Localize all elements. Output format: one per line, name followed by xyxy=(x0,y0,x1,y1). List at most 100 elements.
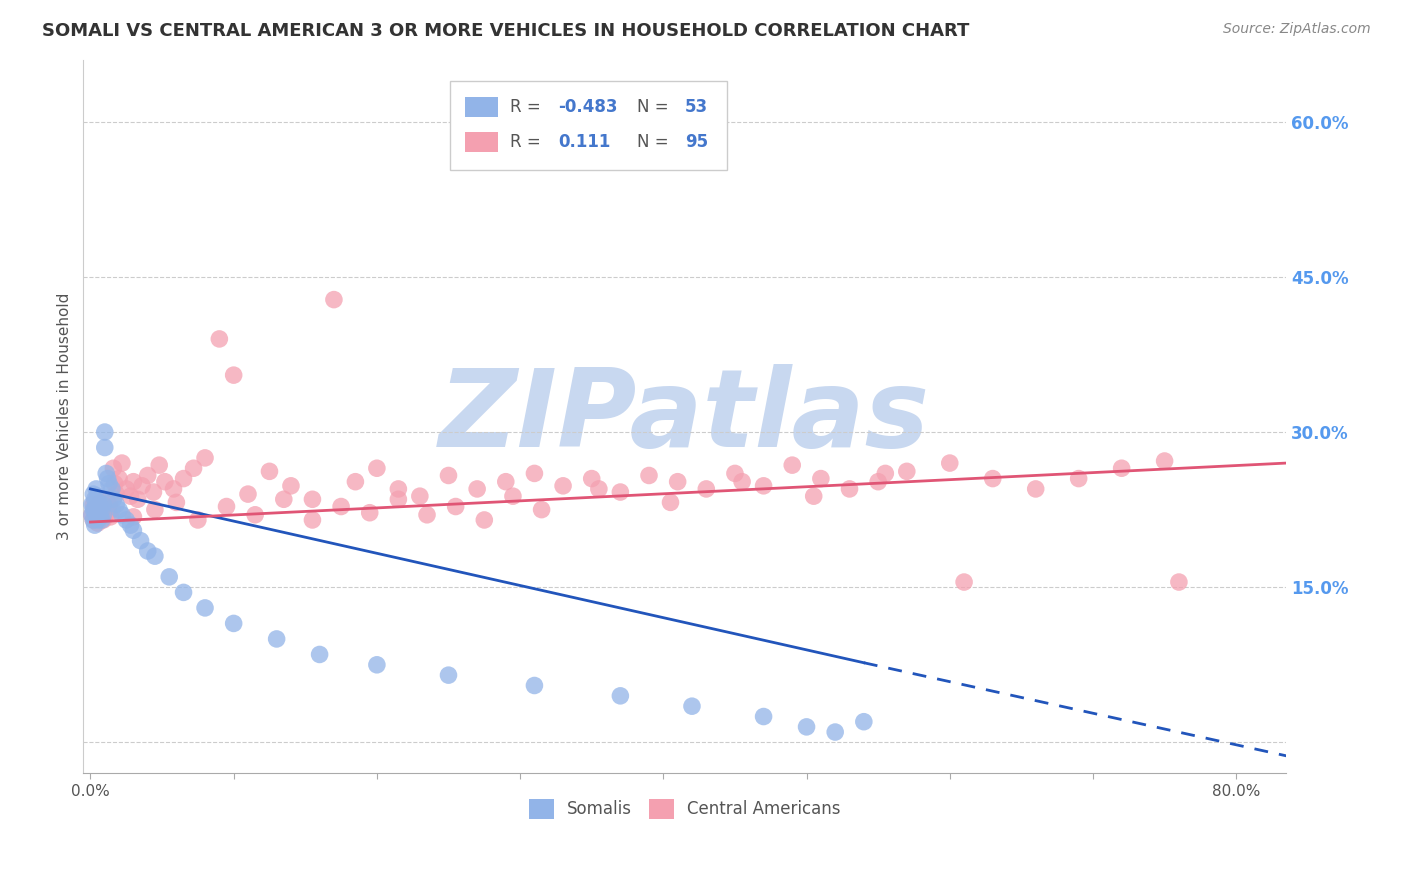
Point xyxy=(84,482,107,496)
Text: R =: R = xyxy=(510,134,547,152)
Point xyxy=(868,475,890,489)
Point xyxy=(1167,575,1189,590)
Point xyxy=(157,570,180,584)
Point xyxy=(98,476,121,491)
Point xyxy=(551,479,574,493)
Point xyxy=(129,533,152,548)
Point xyxy=(1025,482,1047,496)
Point xyxy=(183,461,205,475)
Point xyxy=(87,495,110,509)
Point xyxy=(90,502,112,516)
Point xyxy=(103,461,125,475)
Point xyxy=(752,479,775,493)
Point xyxy=(465,482,488,496)
Point xyxy=(215,500,238,514)
Point xyxy=(90,513,112,527)
Point xyxy=(330,500,353,514)
Point xyxy=(162,482,184,496)
Point xyxy=(222,368,245,383)
Text: 0.111: 0.111 xyxy=(558,134,610,152)
Point xyxy=(120,489,142,503)
Point xyxy=(122,475,145,489)
Point xyxy=(82,513,104,527)
Point xyxy=(1153,454,1175,468)
Point xyxy=(82,498,104,512)
Point xyxy=(148,458,170,472)
Point xyxy=(243,508,266,522)
Point xyxy=(695,482,717,496)
Point xyxy=(86,513,108,527)
Point xyxy=(127,492,149,507)
Point xyxy=(681,699,703,714)
Point xyxy=(824,725,846,739)
Point xyxy=(115,513,138,527)
Point xyxy=(122,524,145,538)
Point xyxy=(89,500,111,514)
FancyBboxPatch shape xyxy=(464,96,498,117)
Point xyxy=(115,482,138,496)
Point xyxy=(1111,461,1133,475)
Point xyxy=(280,479,302,493)
Point xyxy=(416,508,439,522)
Point xyxy=(502,489,524,503)
Point xyxy=(724,467,747,481)
Point xyxy=(387,492,409,507)
Text: -0.483: -0.483 xyxy=(558,98,619,116)
Point xyxy=(165,495,187,509)
Point xyxy=(143,502,166,516)
Point xyxy=(80,508,103,522)
Point xyxy=(86,500,108,514)
Point xyxy=(101,482,124,496)
Text: Source: ZipAtlas.com: Source: ZipAtlas.com xyxy=(1223,22,1371,37)
Point xyxy=(93,498,115,512)
Point xyxy=(523,678,546,692)
Point xyxy=(136,544,159,558)
Point xyxy=(194,450,217,465)
Point xyxy=(752,709,775,723)
Text: ZIPatlas: ZIPatlas xyxy=(439,364,931,469)
Point xyxy=(108,472,131,486)
Point xyxy=(588,482,610,496)
Text: 95: 95 xyxy=(685,134,709,152)
Point xyxy=(495,475,517,489)
Point xyxy=(208,332,231,346)
Legend: Somalis, Central Americans: Somalis, Central Americans xyxy=(522,792,848,826)
Point xyxy=(659,495,682,509)
Point xyxy=(981,472,1004,486)
Point xyxy=(875,467,897,481)
Point xyxy=(344,475,367,489)
Point xyxy=(105,498,128,512)
Point xyxy=(194,601,217,615)
Point xyxy=(444,500,467,514)
Point xyxy=(273,492,295,507)
Point xyxy=(111,456,134,470)
Text: N =: N = xyxy=(637,98,673,116)
Point xyxy=(810,472,832,486)
Point xyxy=(87,508,110,522)
Point xyxy=(94,502,117,516)
Point xyxy=(97,472,120,486)
Point xyxy=(90,508,112,522)
Point xyxy=(838,482,860,496)
Point xyxy=(939,456,962,470)
Point xyxy=(111,508,134,522)
Point xyxy=(222,616,245,631)
Point xyxy=(83,502,105,516)
Point xyxy=(953,575,976,590)
Point xyxy=(173,585,195,599)
Y-axis label: 3 or more Vehicles in Household: 3 or more Vehicles in Household xyxy=(58,293,72,541)
Point xyxy=(266,632,288,646)
Point xyxy=(136,468,159,483)
Point xyxy=(581,472,603,486)
Point xyxy=(301,492,323,507)
Point xyxy=(84,506,107,520)
Point xyxy=(80,508,103,522)
Point xyxy=(108,502,131,516)
Point xyxy=(780,458,803,472)
Point xyxy=(638,468,661,483)
Point xyxy=(83,518,105,533)
Text: SOMALI VS CENTRAL AMERICAN 3 OR MORE VEHICLES IN HOUSEHOLD CORRELATION CHART: SOMALI VS CENTRAL AMERICAN 3 OR MORE VEH… xyxy=(42,22,970,40)
Point xyxy=(87,502,110,516)
Point xyxy=(80,498,103,512)
Point xyxy=(122,509,145,524)
